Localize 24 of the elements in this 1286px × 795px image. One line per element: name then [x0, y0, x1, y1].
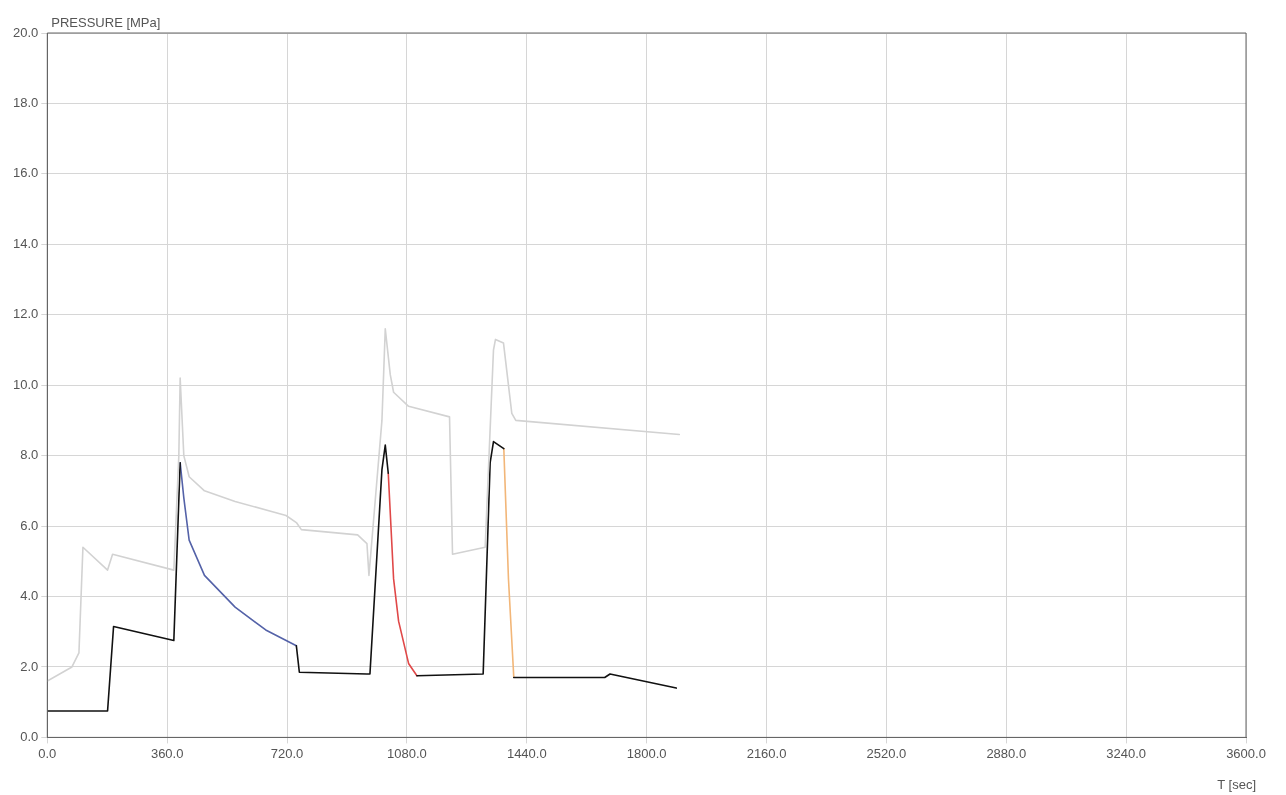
- x-tick-label: 0.0: [38, 745, 57, 761]
- y-tick-label: 4.0: [20, 588, 39, 604]
- y-axis-title: PRESSURE [MPa]: [51, 15, 161, 31]
- x-tick-label: 2880.0: [986, 745, 1027, 761]
- y-tick-label: 20.0: [12, 24, 39, 40]
- y-tick-label: 14.0: [12, 235, 39, 251]
- y-tick-label: 10.0: [12, 376, 39, 392]
- y-tick-label: 18.0: [12, 95, 39, 111]
- y-tick-label: 0.0: [20, 728, 39, 744]
- y-tick-label: 16.0: [12, 165, 39, 181]
- x-axis-title: T [sec]: [1217, 777, 1256, 793]
- x-tick-label: 3600.0: [1226, 745, 1266, 761]
- x-tick-label: 2520.0: [866, 745, 907, 761]
- y-tick-label: 6.0: [20, 517, 39, 533]
- x-tick-label: 2160.0: [746, 745, 787, 761]
- x-tick-label: 1080.0: [387, 745, 427, 761]
- x-tick-label: 720.0: [270, 745, 304, 761]
- x-tick-label: 3240.0: [1106, 745, 1147, 761]
- y-tick-label: 2.0: [20, 658, 39, 674]
- x-tick-label: 1800.0: [626, 745, 667, 761]
- y-tick-label: 8.0: [20, 447, 39, 463]
- x-tick-label: 1440.0: [506, 745, 547, 761]
- x-tick-label: 360.0: [150, 745, 184, 761]
- y-tick-label: 12.0: [12, 306, 39, 322]
